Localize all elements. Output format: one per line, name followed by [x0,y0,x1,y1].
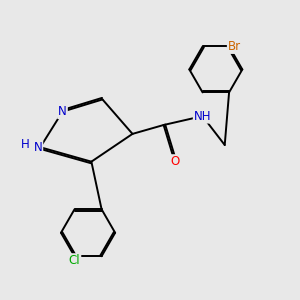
Text: H: H [21,138,30,152]
Text: O: O [170,155,179,168]
Text: N: N [34,141,42,154]
Text: Br: Br [228,40,241,53]
Text: Cl: Cl [69,254,80,267]
Text: N: N [58,105,67,118]
Text: NH: NH [194,110,211,123]
